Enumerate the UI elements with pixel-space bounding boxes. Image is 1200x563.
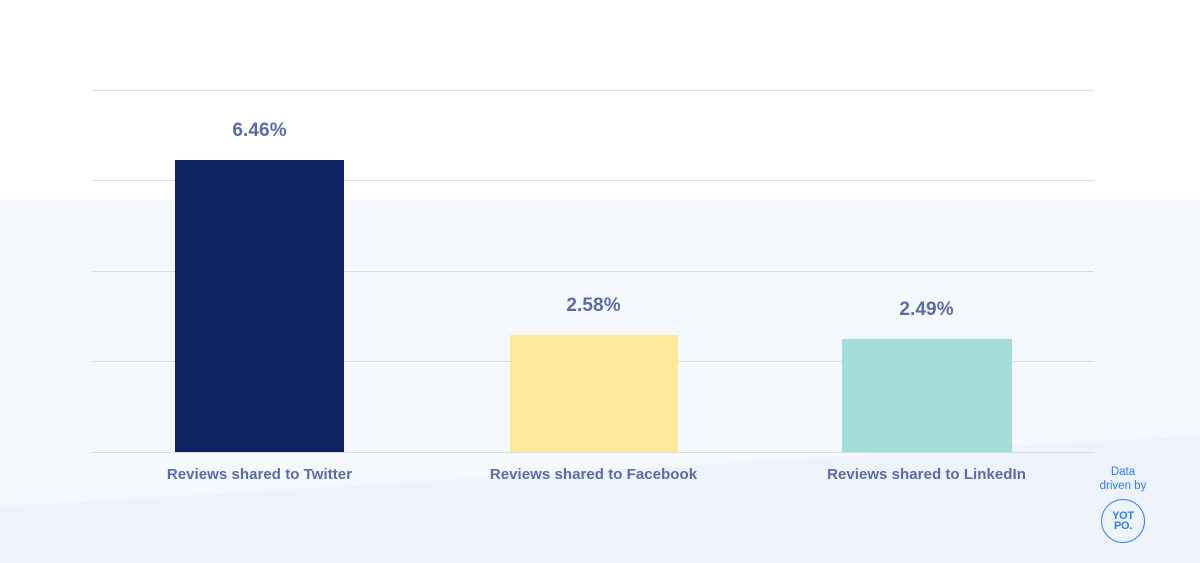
attribution-text: Data driven by — [1100, 465, 1147, 493]
gridline — [92, 90, 1094, 91]
x-axis-category-label: Reviews shared to Facebook — [489, 466, 698, 483]
yotpo-logo-icon[interactable]: YOT PO. — [1101, 499, 1145, 543]
bar-reviews-shared-to-twitter[interactable] — [175, 160, 344, 452]
gridline — [92, 271, 1094, 272]
attribution-line-1: Data — [1110, 466, 1136, 478]
yotpo-logo-line-2: PO. — [1113, 520, 1133, 532]
x-axis-category-label: Reviews shared to LinkedIn — [827, 466, 1026, 483]
x-axis-category-label: Reviews shared to Twitter — [166, 466, 353, 483]
attribution-block: Data driven by YOT PO. — [1069, 465, 1177, 543]
attribution-line-2: driven by — [1099, 480, 1147, 492]
bar-value-label: 2.49% — [899, 299, 954, 320]
gridline — [92, 180, 1094, 181]
bar-reviews-shared-to-linkedin[interactable] — [841, 339, 1012, 452]
gridline — [92, 452, 1094, 453]
plot-area — [92, 90, 1094, 453]
bar-value-label: 6.46% — [232, 120, 287, 141]
bar-value-label: 2.58% — [566, 295, 621, 316]
yotpo-logo-line-1: YOT — [1112, 509, 1134, 522]
bar-reviews-shared-to-facebook[interactable] — [509, 335, 678, 452]
